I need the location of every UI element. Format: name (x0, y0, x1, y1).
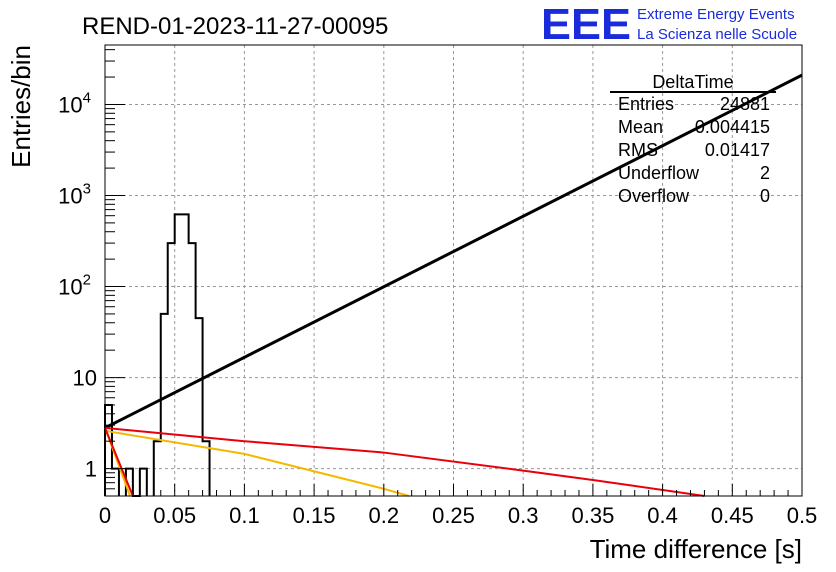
stats-label: Underflow (618, 163, 700, 183)
stats-value: 0.01417 (705, 140, 770, 160)
x-tick-label: 0.35 (571, 503, 614, 528)
y-axis-title: Entries/bin (6, 45, 36, 168)
logo-mark: EEE (541, 0, 631, 49)
fit-lines-layer (104, 73, 803, 497)
x-tick-label: 0.25 (432, 503, 475, 528)
histogram-deltatime (104, 213, 211, 497)
logo-line2: La Scienza nelle Scuole (637, 26, 797, 43)
y-axis: 1 10 102 103 104 (58, 49, 125, 497)
eee-logo: EEE Extreme Energy Events La Scienza nel… (541, 0, 797, 49)
x-tick-label: 0 (99, 503, 111, 528)
x-tick-label: 0.1 (229, 503, 260, 528)
y-tick-label: 104 (58, 89, 91, 117)
x-tick-label: 0.05 (153, 503, 196, 528)
x-axis-title: Time difference [s] (590, 534, 802, 564)
stats-label: Overflow (618, 186, 690, 206)
histogram-bin (182, 214, 189, 496)
chart-title: REND-01-2023-11-27-00095 (82, 13, 388, 40)
x-tick-label: 0.45 (711, 503, 754, 528)
y-tick-label: 102 (58, 272, 91, 300)
x-tick-label: 0.2 (369, 503, 400, 528)
histogram-bin (189, 243, 196, 496)
y-tick-label: 10 (73, 366, 97, 391)
grid-lines (105, 45, 802, 496)
histogram-bin (196, 318, 203, 496)
line-fit-black (104, 73, 803, 430)
line-fit-red-steep (104, 427, 134, 497)
x-axis: 0 0.05 0.1 0.15 0.2 0.25 0.3 0.35 0.4 0.45 0.5 (99, 484, 817, 528)
stats-value: 0 (760, 186, 770, 206)
stats-value: 0.004415 (695, 117, 770, 137)
y-tick-label: 103 (58, 180, 91, 208)
histogram-bin (140, 469, 147, 496)
stats-value: 2 (760, 163, 770, 183)
stats-value: 24881 (720, 94, 770, 114)
stats-label: Entries (618, 94, 674, 114)
x-tick-label: 0.5 (787, 503, 818, 528)
y-tick-label: 1 (85, 457, 97, 482)
stats-label: RMS (618, 140, 658, 160)
histogram-layer (104, 213, 211, 497)
histogram-bin (175, 214, 182, 496)
x-tick-label: 0.3 (508, 503, 539, 528)
stats-title: DeltaTime (652, 72, 733, 92)
x-tick-label: 0.15 (293, 503, 336, 528)
stats-box: DeltaTime Entries 24881 Mean 0.004415 RMS 0.0… (610, 72, 776, 206)
stats-label: Mean (618, 117, 663, 137)
logo-line1: Extreme Energy Events (637, 6, 795, 23)
histogram-bin (168, 243, 175, 496)
x-tick-label: 0.4 (647, 503, 678, 528)
line-fit-orange (104, 429, 410, 497)
line-fit-red (104, 426, 705, 497)
